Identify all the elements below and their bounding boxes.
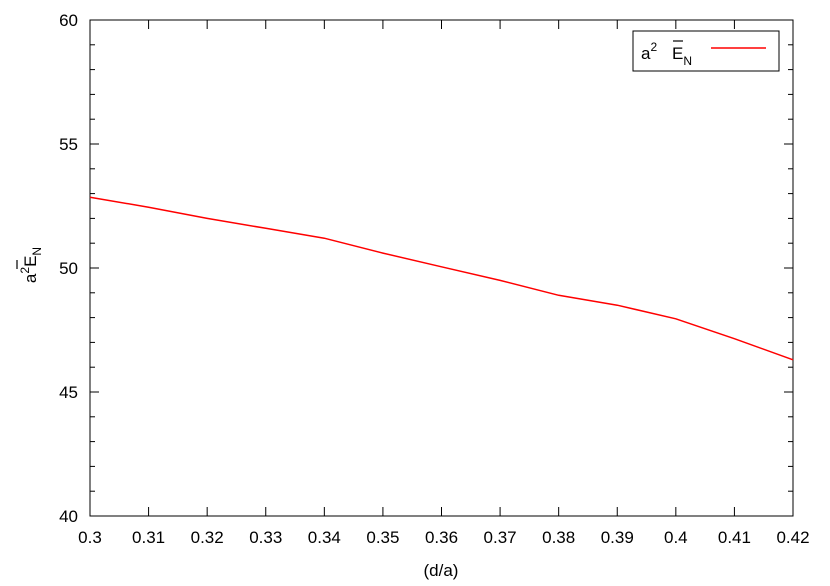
x-tick-label: 0.37 — [484, 528, 517, 547]
legend-label-sup: 2 — [650, 40, 657, 54]
plot-frame — [89, 19, 794, 517]
y-axis-label: a2EN — [16, 247, 44, 283]
x-tick-label: 0.38 — [542, 528, 575, 547]
y-axis-label-sub: N — [30, 247, 44, 256]
x-tick-label: 0.35 — [366, 528, 399, 547]
x-tick-label: 0.41 — [718, 528, 751, 547]
y-tick-labels: 40 45 50 55 60 — [59, 11, 78, 526]
y-axis-label-sup: 2 — [18, 267, 32, 274]
x-tick-labels: 0.3 0.31 0.32 0.33 0.34 0.35 0.36 0.37 0.38 0.39 0… — [78, 528, 809, 547]
y-axis-label-symbol: E — [21, 256, 40, 267]
x-tick-label: 0.31 — [132, 528, 165, 547]
legend-box — [632, 30, 780, 72]
legend-label-base: a — [641, 44, 651, 63]
legend-label-symbol: E — [672, 44, 683, 63]
x-tick-label: 0.3 — [78, 528, 102, 547]
y-tick-label: 40 — [59, 507, 78, 526]
x-tick-label: 0.34 — [308, 528, 341, 547]
x-tick-label: 0.33 — [249, 528, 282, 547]
tick-marks — [89, 19, 794, 517]
y-tick-label: 50 — [59, 259, 78, 278]
x-tick-label: 0.32 — [191, 528, 224, 547]
legend-label: a2 EN — [641, 40, 692, 68]
legend: a2 EN — [632, 30, 780, 72]
y-axis-label-base: a — [21, 273, 40, 283]
series-lines — [89, 196, 794, 361]
x-axis-label: (d/a) — [424, 561, 459, 580]
x-tick-label: 0.42 — [776, 528, 809, 547]
x-tick-label: 0.4 — [664, 528, 688, 547]
legend-label-sub: N — [683, 54, 692, 68]
svg-text:a2EN: a2EN — [18, 247, 44, 283]
y-tick-label: 55 — [59, 135, 78, 154]
y-tick-label: 45 — [59, 383, 78, 402]
y-tick-label: 60 — [59, 11, 78, 30]
x-tick-label: 0.39 — [601, 528, 634, 547]
x-tick-label: 0.36 — [425, 528, 458, 547]
series-line — [89, 196, 794, 361]
